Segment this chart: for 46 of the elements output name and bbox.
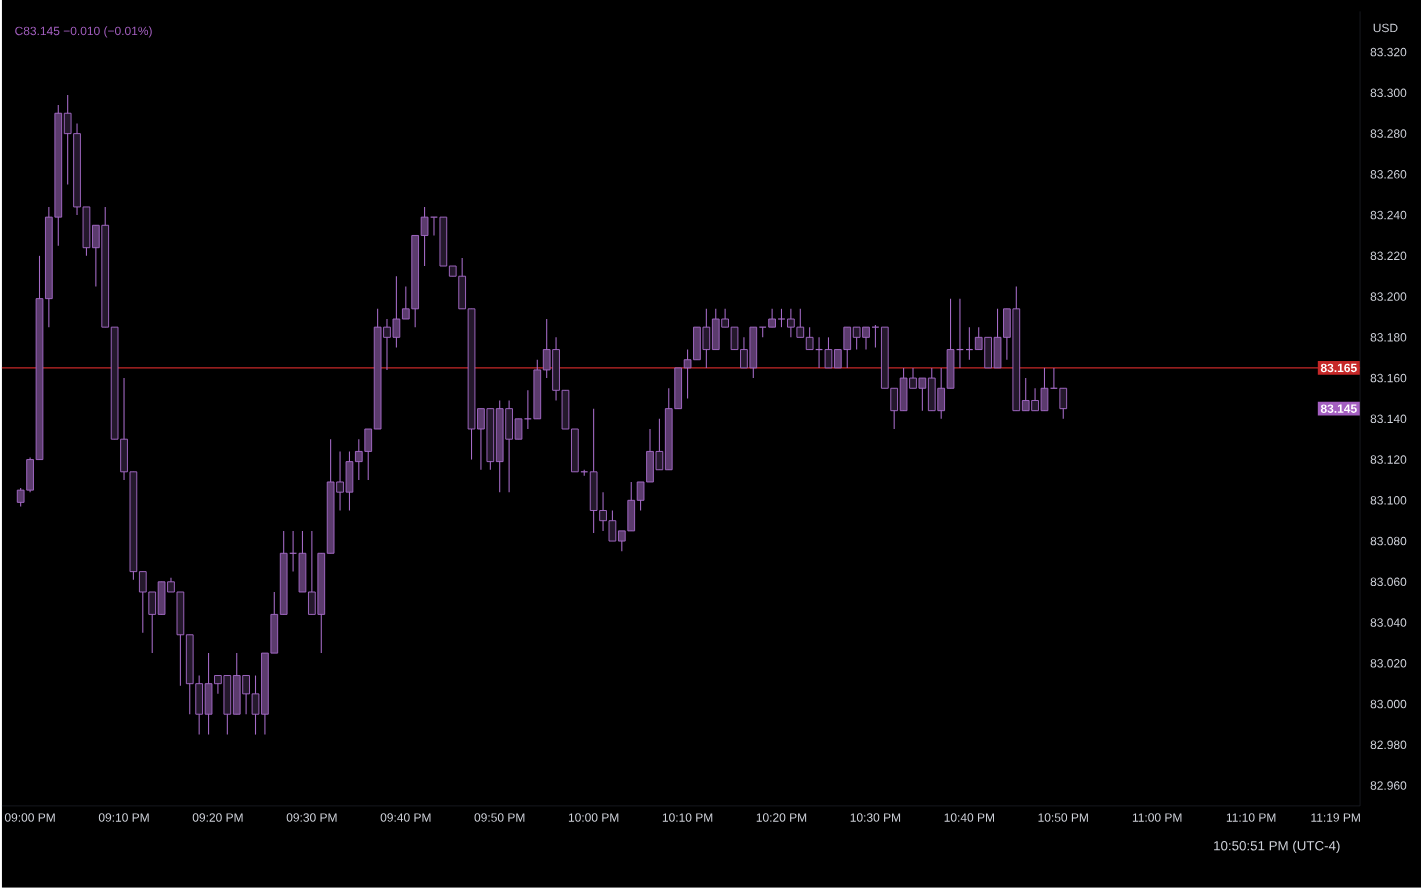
y-tick-label: 83.160 xyxy=(1370,373,1407,383)
y-tick-label: 83.080 xyxy=(1370,536,1407,546)
y-tick-label: 83.180 xyxy=(1370,333,1407,342)
x-tick-label: 10:30 PM xyxy=(850,813,901,822)
x-tick-label: 11:00 PM xyxy=(1132,813,1182,822)
x-tick-label: 10:10 PM xyxy=(662,813,713,822)
y-tick-label: 83.300 xyxy=(1370,88,1407,98)
x-tick-label: 09:30 PM xyxy=(286,813,337,822)
y-tick-label: 83.220 xyxy=(1370,251,1407,261)
x-tick-label: 11:10 PM xyxy=(1226,813,1276,822)
candlestick xyxy=(871,324,880,349)
y-tick-label: 83.100 xyxy=(1370,496,1407,505)
candlestick xyxy=(420,206,429,267)
y-tick-label: 83.240 xyxy=(1370,210,1407,220)
y-tick-label: 83.280 xyxy=(1370,129,1407,138)
annotation: C83.145 −0.010 (−0.01%) xyxy=(15,26,152,38)
candlestick xyxy=(430,216,438,237)
candlestick xyxy=(805,326,814,351)
annotation: 83.145 xyxy=(1320,404,1357,413)
candlestick xyxy=(777,308,786,328)
ref-line-label: 83.165 xyxy=(1320,363,1357,373)
y-tick-label: 83.140 xyxy=(1370,414,1407,424)
text: 10:50:51 PM (UTC-4) xyxy=(1214,840,1340,854)
y-tick-label: 83.260 xyxy=(1370,170,1407,179)
y-tick-label: 83.200 xyxy=(1370,292,1407,301)
y-tick-label: 83.040 xyxy=(1370,618,1407,627)
x-tick-label: 10:50 PM xyxy=(1038,813,1088,822)
x-tick-label: 09:10 PM xyxy=(98,813,149,822)
x-tick-label: 09:50 PM xyxy=(474,813,525,822)
y-tick-label: 83.120 xyxy=(1370,455,1407,464)
x-tick-label: 10:20 PM xyxy=(756,813,807,822)
y-tick-label: 83.020 xyxy=(1370,659,1407,668)
x-tick-label: 09:20 PM xyxy=(192,813,243,822)
x-tick-label: 10:00 PM xyxy=(568,813,619,822)
y-tick-label: 82.960 xyxy=(1370,781,1407,790)
candlestick xyxy=(768,308,776,328)
x-tick-label: 09:00 PM xyxy=(4,813,55,822)
candlestick xyxy=(1059,387,1068,420)
x-tick-label: 10:40 PM xyxy=(944,813,995,822)
x-tick-label: 09:40 PM xyxy=(380,813,431,822)
y-tick-label: 83.320 xyxy=(1370,47,1407,57)
x-tick-label: 11:19 PM xyxy=(1311,813,1360,822)
y-tick-label: 83.060 xyxy=(1370,577,1407,587)
y-axis-title: USD xyxy=(1373,23,1398,33)
y-tick-label: 82.980 xyxy=(1370,740,1407,750)
y-tick-label: 83.000 xyxy=(1370,699,1407,709)
